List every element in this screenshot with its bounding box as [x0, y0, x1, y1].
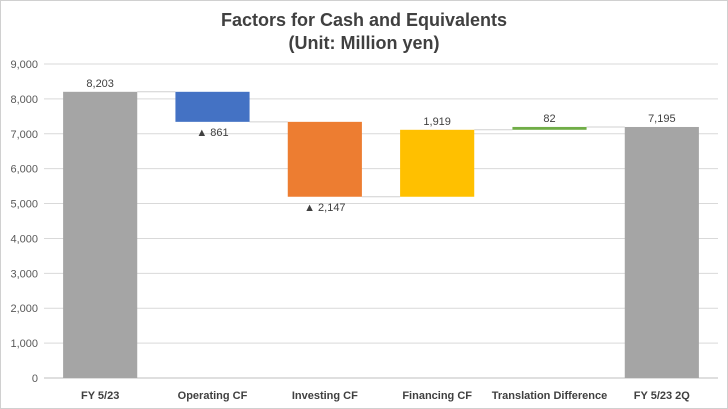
bar-fy-5-23-2q — [624, 126, 699, 378]
y-tick-label: 9,000 — [10, 59, 38, 71]
data-label: 82 — [543, 113, 555, 125]
y-tick-label: 7,000 — [10, 129, 38, 141]
x-axis: FY 5/23 Operating CF Investing CF Financing… — [81, 390, 690, 402]
data-labels: 8,203 ▲ 861 ▲ 2,147 1,919 82 7,195 — [86, 78, 675, 214]
data-label: ▲ 861 — [196, 127, 228, 139]
bar-translation-difference — [512, 126, 587, 130]
y-tick-label: 5,000 — [10, 199, 38, 211]
x-tick-label: FY 5/23 — [81, 390, 119, 402]
chart-title: Factors for Cash and Equivalents — [220, 10, 508, 30]
x-tick-label: Investing CF — [292, 390, 358, 402]
bars — [63, 91, 699, 378]
bar-financing-cf — [400, 129, 475, 197]
y-tick-label: 3,000 — [10, 268, 38, 280]
bar-fy-5-23 — [63, 91, 138, 378]
connectors — [137, 91, 625, 198]
bar-investing-cf — [287, 121, 362, 197]
data-label: 7,195 — [648, 113, 676, 125]
x-tick-label: FY 5/23 2Q — [634, 390, 690, 402]
y-tick-label: 0 — [32, 373, 38, 385]
gridlines — [44, 63, 718, 379]
y-axis: 0 1,000 2,000 3,000 4,000 5,000 6,000 7,000 8,00… — [10, 59, 38, 385]
y-tick-label: 6,000 — [10, 164, 38, 176]
data-label: 1,919 — [423, 116, 451, 128]
y-tick-label: 8,000 — [10, 94, 38, 106]
data-label: ▲ 2,147 — [304, 202, 345, 214]
x-tick-label: Translation Difference — [492, 390, 608, 402]
x-tick-label: Operating CF — [178, 390, 248, 402]
y-tick-label: 2,000 — [10, 303, 38, 315]
bar-operating-cf — [175, 91, 250, 122]
y-tick-label: 1,000 — [10, 338, 38, 350]
y-tick-label: 4,000 — [10, 233, 38, 245]
data-label: 8,203 — [86, 78, 114, 90]
x-tick-label: Financing CF — [402, 390, 472, 402]
chart-subtitle: (Unit: Million yen) — [288, 33, 440, 53]
